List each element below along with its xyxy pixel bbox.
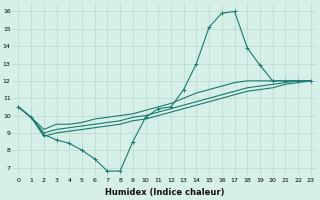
X-axis label: Humidex (Indice chaleur): Humidex (Indice chaleur) <box>105 188 224 197</box>
